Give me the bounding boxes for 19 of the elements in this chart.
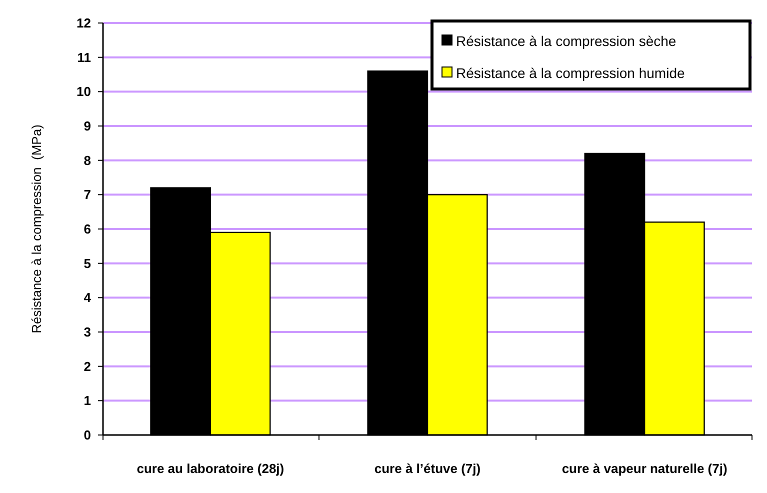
- y-tick-label: 10: [76, 84, 91, 100]
- y-tick-label: 12: [76, 16, 91, 31]
- y-tick-label: 7: [84, 187, 91, 202]
- x-tick-label: cure à vapeur naturelle (7j): [562, 461, 728, 476]
- y-axis-title: Résistance à la compression (MPa): [29, 124, 44, 334]
- y-tick-label: 9: [84, 118, 91, 134]
- y-tick-label: 11: [77, 50, 91, 65]
- y-tick-label: 5: [84, 256, 91, 271]
- x-tick-label: cure à l’étuve (7j): [374, 461, 481, 476]
- y-tick-label: 3: [84, 324, 91, 340]
- legend-label: Résistance à la compression sèche: [456, 32, 676, 49]
- y-tick-label: 4: [84, 290, 92, 306]
- y-tick-label: 0: [84, 428, 91, 443]
- legend-label: Résistance à la compression humide: [456, 64, 685, 81]
- y-tick-label: 1: [84, 393, 91, 408]
- x-tick-label: cure au laboratoire (28j): [136, 461, 284, 476]
- y-tick-label: 2: [84, 358, 91, 374]
- y-tick-label: 8: [84, 152, 91, 168]
- y-tick-label: 6: [84, 222, 91, 237]
